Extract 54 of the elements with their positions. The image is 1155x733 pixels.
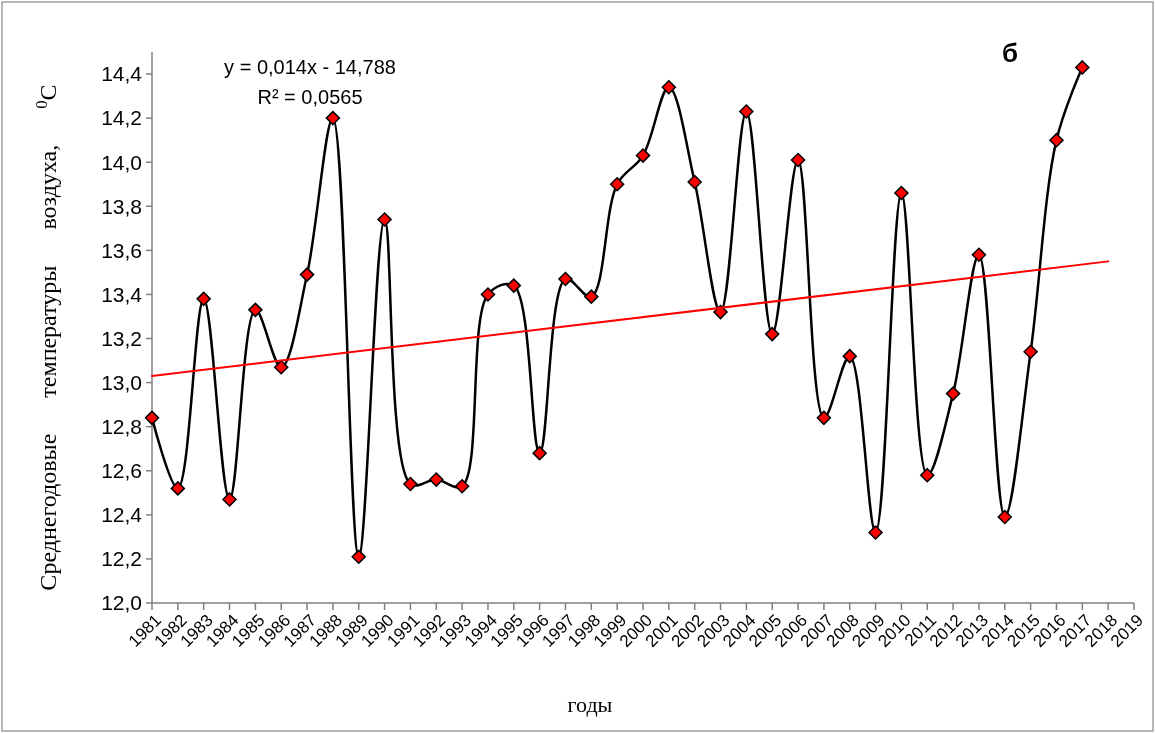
point (248, 302, 263, 318)
annotation: y = 0,014x - 14,788 (224, 56, 396, 78)
point (584, 289, 599, 304)
point (144, 410, 160, 426)
point (222, 492, 237, 507)
y-tick-label: 13,2 (101, 326, 142, 350)
y-tick-label: 13,4 (101, 282, 143, 306)
point (480, 287, 496, 302)
annotation: R² = 0,0565 (257, 86, 363, 108)
chart-title: б (1001, 38, 1019, 68)
point (713, 304, 728, 320)
y-tick-label: 13,0 (101, 370, 142, 394)
point (299, 267, 315, 282)
point (325, 110, 341, 126)
point (687, 174, 702, 190)
point (532, 445, 547, 461)
y-tick-label: 13,8 (101, 194, 142, 218)
point (945, 386, 961, 401)
point (196, 291, 211, 307)
point (920, 467, 935, 483)
y-tick-label: 12,6 (101, 459, 142, 483)
y-tick-label: 12,4 (101, 503, 143, 527)
y-tick-label: 12,2 (101, 547, 142, 571)
point (454, 478, 470, 494)
point (739, 104, 754, 119)
point (170, 481, 186, 496)
point (790, 152, 806, 168)
point (273, 359, 289, 375)
point (997, 509, 1013, 525)
y-tick-label: 14,2 (101, 106, 142, 130)
point (558, 271, 573, 287)
point (1023, 344, 1038, 359)
point (868, 525, 883, 540)
point (429, 472, 444, 487)
point (971, 247, 987, 263)
point (609, 176, 625, 192)
point (351, 549, 366, 564)
y-tick-label: 14,0 (101, 150, 142, 174)
point (506, 278, 522, 293)
point (635, 148, 651, 163)
point (661, 80, 677, 95)
y-tick-label: 12,8 (101, 415, 142, 439)
point (1049, 132, 1064, 148)
point (377, 212, 392, 227)
y-tick-label: 14,4 (101, 62, 143, 86)
x-axis-title: годы (567, 692, 613, 717)
point (1075, 60, 1090, 75)
point (816, 410, 832, 426)
y-tick-label: 13,6 (101, 238, 142, 262)
y-tick-label: 12,0 (101, 591, 142, 615)
point (894, 185, 909, 201)
point (764, 326, 780, 342)
point (403, 476, 418, 492)
point (842, 348, 857, 364)
